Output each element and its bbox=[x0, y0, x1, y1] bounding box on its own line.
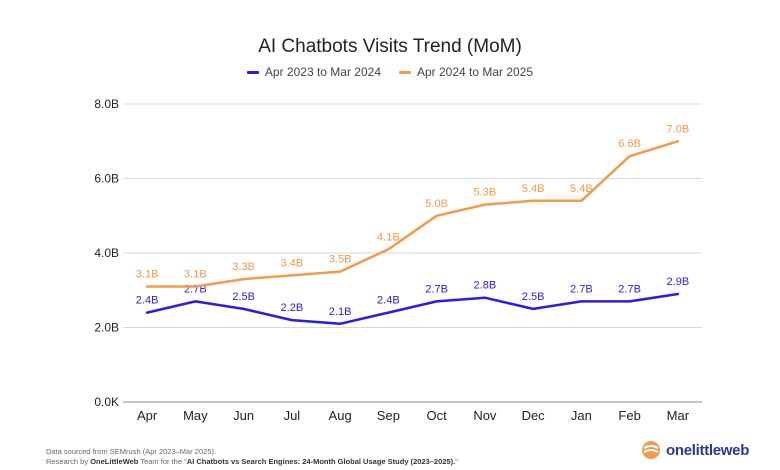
data-label-series-1: 2.1B bbox=[329, 306, 352, 318]
y-tick-label: 2.0B bbox=[94, 321, 119, 335]
legend-item-series-1[interactable]: Apr 2023 to Mar 2024 bbox=[246, 65, 381, 79]
legend-label-series-1: Apr 2023 to Mar 2024 bbox=[264, 65, 381, 79]
data-label-series-2: 5.4B bbox=[522, 183, 545, 195]
x-tick-label: Jan bbox=[571, 408, 592, 423]
data-label-series-1: 2.2B bbox=[281, 302, 304, 314]
legend-label-series-2: Apr 2024 to Mar 2025 bbox=[417, 65, 534, 79]
onelittleweb-logo-icon bbox=[642, 441, 660, 459]
x-tick-label: Dec bbox=[522, 408, 546, 423]
research-note: Research by OneLittleWeb Team for the "A… bbox=[46, 457, 458, 467]
data-label-series-1: 2.4B bbox=[136, 295, 159, 307]
data-label-series-2: 3.5B bbox=[329, 254, 352, 266]
chart-footer: Data sourced from SEMrush (Apr 2023–Mar … bbox=[46, 447, 458, 467]
y-tick-label: 0.0K bbox=[94, 395, 119, 409]
data-label-series-1: 2.8B bbox=[474, 280, 497, 292]
data-label-series-2: 3.1B bbox=[184, 269, 207, 281]
y-tick-label: 6.0B bbox=[94, 172, 119, 186]
x-tick-label: Sep bbox=[377, 408, 400, 423]
legend-item-series-2[interactable]: Apr 2024 to Mar 2025 bbox=[399, 65, 533, 79]
data-label-series-2: 5.0B bbox=[425, 198, 448, 210]
data-label-series-2: 3.1B bbox=[136, 269, 159, 281]
research-org: OneLittleWeb bbox=[90, 457, 139, 466]
x-tick-label: Oct bbox=[427, 408, 448, 423]
data-label-series-1: 2.9B bbox=[667, 276, 690, 288]
data-label-series-1: 2.4B bbox=[377, 295, 400, 307]
research-suffix: " bbox=[455, 457, 458, 466]
brand-logo[interactable]: onelittleweb bbox=[640, 440, 749, 460]
research-study: AI Chatbots vs Search Engines: 24-Month … bbox=[186, 457, 456, 466]
data-label-series-1: 2.7B bbox=[425, 283, 448, 295]
x-tick-label: Apr bbox=[137, 408, 158, 423]
source-note: Data sourced from SEMrush (Apr 2023–Mar … bbox=[46, 447, 217, 456]
x-tick-label: Jul bbox=[284, 408, 301, 423]
chart-title: AI Chatbots Visits Trend (MoM) bbox=[258, 36, 522, 57]
series-line-2 bbox=[145, 140, 680, 288]
data-label-series-2: 5.3B bbox=[474, 187, 497, 199]
x-tick-label: Jun bbox=[233, 408, 254, 423]
data-label-series-2: 7.0B bbox=[667, 123, 690, 135]
x-tick-label: Nov bbox=[473, 408, 497, 423]
x-tick-label: Aug bbox=[329, 408, 352, 423]
legend-swatch-series-2 bbox=[399, 70, 411, 74]
data-label-series-1: 2.5B bbox=[522, 291, 545, 303]
data-label-series-1: 2.7B bbox=[618, 283, 641, 295]
research-middle: Team for the " bbox=[138, 457, 187, 466]
data-label-series-1: 2.7B bbox=[570, 283, 593, 295]
data-label-series-2: 5.4B bbox=[570, 183, 593, 195]
y-tick-label: 4.0B bbox=[94, 246, 119, 260]
logo-text: onelittleweb bbox=[666, 441, 750, 459]
data-label-series-2: 3.3B bbox=[232, 261, 255, 273]
chart-legend: Apr 2023 to Mar 2024 Apr 2024 to Mar 202… bbox=[0, 65, 780, 79]
data-label-series-2: 6.6B bbox=[618, 138, 641, 150]
y-tick-label: 8.0B bbox=[94, 97, 119, 111]
research-prefix: Research by bbox=[46, 457, 91, 466]
legend-swatch-series-1 bbox=[246, 70, 259, 74]
data-label-series-1: 2.5B bbox=[232, 291, 255, 303]
x-tick-label: Mar bbox=[667, 408, 690, 423]
series-line-1 bbox=[145, 292, 680, 326]
data-label-series-2: 4.1B bbox=[377, 231, 400, 243]
data-label-series-2: 3.4B bbox=[281, 257, 304, 269]
x-tick-label: Feb bbox=[618, 408, 640, 423]
x-tick-label: May bbox=[183, 408, 208, 423]
